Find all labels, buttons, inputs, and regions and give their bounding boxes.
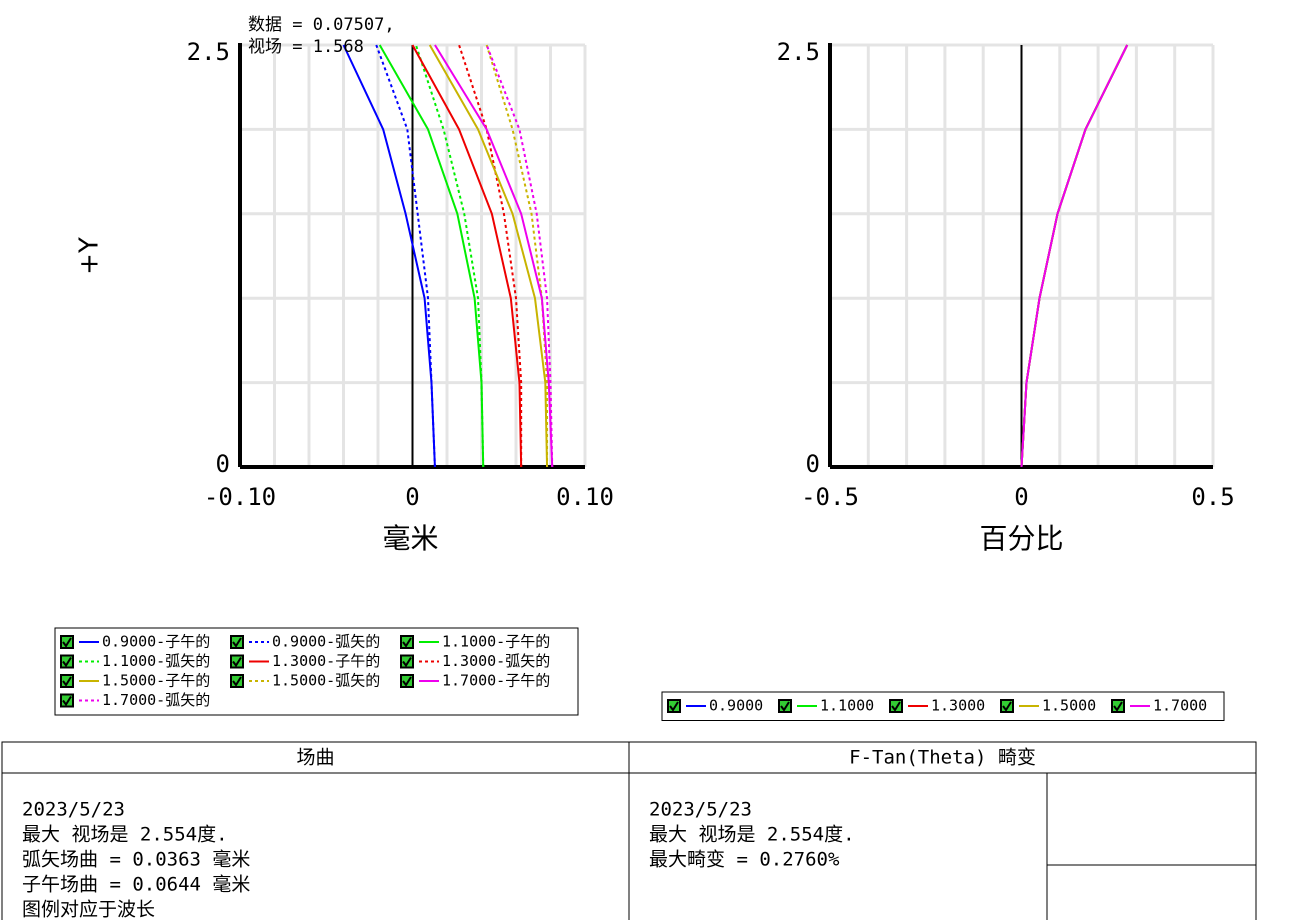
- legend-label: 0.9000: [709, 697, 763, 715]
- panel-line: 2023/5/23: [649, 799, 752, 821]
- panel-title: F-Tan(Theta) 畸变: [849, 747, 1036, 769]
- legend-check: [232, 676, 242, 687]
- legend-check: [232, 637, 242, 648]
- legend-check: [669, 701, 679, 712]
- series-line: [1020, 44, 1129, 468]
- annotation: 数据 = 0.07507,: [248, 15, 395, 35]
- y-tick-label: 2.5: [777, 38, 820, 66]
- legend-check: [402, 656, 412, 668]
- series-line: [1020, 44, 1129, 468]
- legend-label: 1.3000-弧矢的: [442, 652, 550, 670]
- legend-label: 1.3000-子午的: [272, 652, 380, 670]
- legend-check: [62, 637, 72, 648]
- legend-label: 1.5000: [1042, 697, 1096, 715]
- series-line: [378, 44, 485, 468]
- legend-label: 1.1000-子午的: [442, 633, 550, 651]
- panel-line: 最大 视场是 2.554度.: [649, 824, 855, 846]
- series-line: [411, 44, 523, 468]
- legend-check: [780, 701, 790, 712]
- legend-label: 1.3000: [931, 697, 985, 715]
- panel-line: 图例对应于波长: [22, 899, 155, 920]
- series-line: [485, 44, 549, 467]
- y-tick-label: 0: [806, 450, 820, 478]
- legend-label: 1.7000-子午的: [442, 672, 550, 690]
- series-line: [375, 44, 436, 468]
- series-line: [485, 44, 554, 468]
- x-tick-label: 0: [405, 483, 419, 511]
- series-line: [434, 44, 554, 468]
- annotation: 视场 = 1.568: [248, 37, 364, 57]
- x-axis-label: 百分比: [979, 522, 1063, 555]
- legend-label: 1.7000: [1153, 697, 1207, 715]
- panel-line: 最大 视场是 2.554度.: [22, 824, 228, 846]
- legend-label: 0.9000-子午的: [102, 633, 210, 651]
- legend-check: [232, 656, 242, 668]
- legend-check: [402, 676, 412, 687]
- legend-label: 0.9000-弧矢的: [272, 633, 380, 651]
- x-tick-label: -0.10: [204, 483, 276, 511]
- series-line: [414, 44, 485, 468]
- legend-check: [1113, 701, 1123, 712]
- legend-label: 1.1000-弧矢的: [102, 652, 210, 670]
- legend-check: [62, 695, 72, 707]
- legend-check: [62, 656, 72, 668]
- series-line: [458, 44, 523, 467]
- panel-line: 弧矢场曲 = 0.0363 毫米: [22, 849, 250, 871]
- series-line: [1020, 44, 1129, 468]
- legend-check: [62, 676, 72, 687]
- legend-label: 1.5000-弧矢的: [272, 672, 380, 690]
- series-line: [1020, 44, 1129, 468]
- panel-line: 子午场曲 = 0.0644 毫米: [22, 874, 250, 896]
- legend-label: 1.1000: [820, 697, 874, 715]
- legend-check: [1002, 701, 1012, 712]
- x-tick-label: 0: [1014, 483, 1028, 511]
- panel-title: 场曲: [296, 747, 334, 769]
- x-tick-label: 0.5: [1191, 483, 1234, 511]
- y-tick-label: 2.5: [187, 38, 230, 66]
- x-axis-label: 毫米: [382, 522, 438, 555]
- y-axis-label: +Y: [75, 237, 105, 275]
- legend-box: [54, 627, 579, 716]
- legend-check: [402, 637, 412, 648]
- x-tick-label: -0.5: [801, 483, 859, 511]
- panel-line: 2023/5/23: [22, 799, 125, 821]
- y-tick-label: 0: [216, 450, 230, 478]
- legend-label: 1.5000-子午的: [102, 672, 210, 690]
- legend-label: 1.7000-弧矢的: [102, 691, 210, 709]
- series-line: [428, 44, 549, 468]
- series-line: [342, 44, 436, 468]
- annotation-bg: [246, 14, 416, 36]
- series-line: [1020, 44, 1129, 468]
- x-tick-label: 0.10: [556, 483, 614, 511]
- legend-check: [891, 701, 901, 712]
- panel-line: 最大畸变 = 0.2760%: [649, 849, 840, 871]
